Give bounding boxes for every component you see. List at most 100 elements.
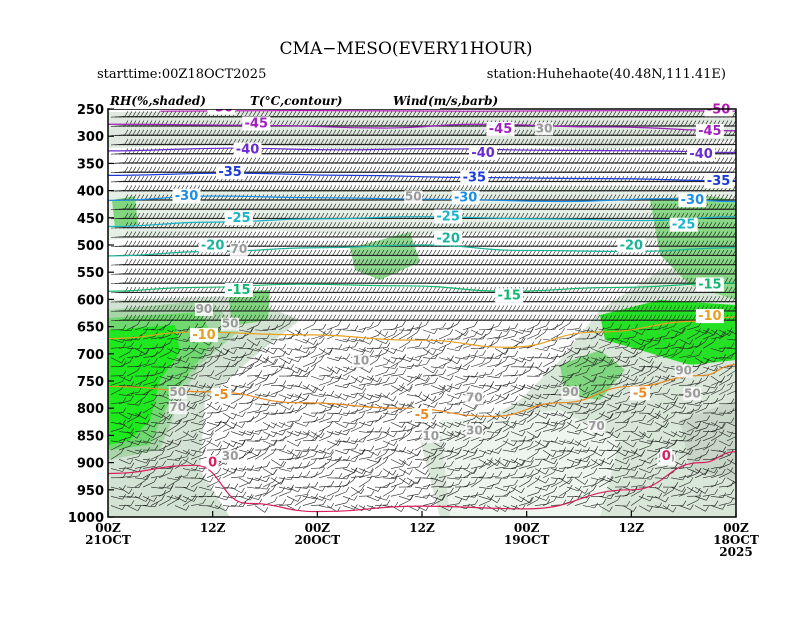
wind-barb-flag: [616, 120, 621, 126]
wind-barb-flag: [737, 130, 740, 135]
wind-barb-flag: [552, 120, 557, 126]
wind-barb-flag: [176, 111, 181, 117]
chart-title: CMA−MESO(EVERY1HOUR): [280, 39, 533, 59]
wind-barb-flag: [156, 138, 161, 145]
wind-barb-flag: [356, 111, 361, 117]
wind-barb-flag: [741, 139, 744, 144]
wind-barb-flag: [684, 138, 689, 145]
wind-barb-flag: [340, 148, 345, 154]
wind-barb-flag: [408, 111, 413, 117]
wind-barb-flag: [324, 138, 329, 145]
wind-barb-flag: [656, 111, 661, 117]
wind-barb-flag: [380, 111, 385, 117]
wind-barb-flag: [272, 138, 277, 145]
wind-barb-flag: [132, 138, 137, 145]
wind-barb-flag: [420, 120, 425, 126]
wind-barb-flag: [604, 129, 609, 135]
wind-barb-flag: [580, 120, 585, 126]
wind-barb-flag: [396, 111, 401, 117]
wind-barb-flag: [348, 138, 353, 145]
wind-barb: [730, 144, 736, 146]
wind-barb-flag: [436, 138, 441, 145]
wind-barb-flag: [741, 167, 744, 172]
wind-barb-flag: [300, 111, 305, 117]
wind-barb-flag: [620, 129, 625, 135]
wind-barb-flag: [220, 129, 225, 135]
wind-barb-flag: [544, 138, 549, 145]
wind-barb-flag: [520, 138, 525, 145]
wind-barb-flag: [480, 138, 485, 145]
wind-barb-flag: [568, 138, 573, 145]
wind-barb-flag: [372, 111, 377, 117]
wind-barb-flag: [512, 138, 517, 145]
wind-barb-flag: [688, 111, 693, 117]
wind-barb-flag: [520, 148, 525, 154]
wind-barb-flag: [428, 120, 433, 126]
wind-barb-flag: [152, 111, 157, 117]
wind-barb-flag: [316, 138, 321, 145]
wind-barb-flag: [636, 111, 641, 117]
wind-barb-flag: [672, 111, 677, 117]
wind-barb-flag: [144, 138, 149, 145]
wind-barb-flag: [688, 120, 693, 126]
wind-barb-flag: [288, 120, 293, 126]
wind-barb-flag: [684, 120, 689, 126]
wind-barb-flag: [324, 129, 329, 135]
wind-barb-flag: [444, 129, 449, 135]
wind-barb-flag: [352, 120, 357, 126]
wind-barb-flag: [232, 138, 237, 145]
wind-barb-flag: [708, 138, 713, 145]
wind-barb-flag: [468, 138, 473, 145]
wind-barb-flag: [652, 129, 657, 135]
wind-barb-flag: [636, 129, 641, 135]
wind-barb-flag: [424, 120, 429, 126]
wind-barb-flag: [656, 138, 661, 145]
wind-barb-flag: [600, 120, 605, 126]
wind-barb-flag: [208, 148, 213, 154]
wind-barb-flag: [745, 176, 748, 181]
wind-barb-flag: [560, 138, 565, 145]
wind-barb-flag: [192, 129, 197, 135]
wind-barb-flag: [356, 120, 361, 126]
wind-barb-flag: [332, 148, 337, 154]
wind-barb-flag: [676, 138, 681, 145]
wind-barb-flag: [568, 129, 573, 135]
wind-barb-flag: [540, 111, 545, 117]
wind-barb-flag: [592, 129, 597, 135]
wind-barb-flag: [496, 111, 501, 117]
wind-barb-flag: [328, 148, 333, 154]
wind-barb-flag: [340, 138, 345, 145]
wind-barb-flag: [624, 120, 629, 126]
wind-barb-flag: [416, 138, 421, 145]
wind-barb-flag: [360, 129, 365, 135]
wind-barb-flag: [236, 129, 241, 135]
wind-barb-flag: [328, 111, 333, 117]
wind-barb-flag: [528, 148, 533, 154]
wind-barb-flag: [745, 204, 748, 209]
wind-barb-flag: [352, 129, 357, 135]
wind-barb-flag: [520, 111, 525, 117]
wind-barb-flag: [356, 138, 361, 145]
wind-barb-flag: [588, 129, 593, 135]
wind-barb-flag: [268, 111, 273, 117]
wind-barb-flag: [716, 138, 721, 145]
wind-barb-flag: [388, 129, 393, 135]
wind-barb-flag: [684, 129, 689, 135]
wind-barb-flag: [216, 138, 221, 145]
wind-barb-flag: [476, 129, 481, 135]
wind-barb-flag: [552, 138, 557, 145]
wind-barb-flag: [516, 138, 521, 145]
wind-barb-flag: [128, 111, 133, 117]
wind-barb: [730, 116, 736, 118]
wind-barb-flag: [516, 129, 521, 135]
wind-barb-flag: [252, 111, 257, 117]
wind-barb-flag: [532, 120, 537, 126]
wind-barb-flag: [741, 204, 744, 209]
wind-barb-flag: [272, 129, 277, 135]
wind-barb-flag: [524, 148, 529, 154]
wind-barb-flag: [396, 138, 401, 145]
wind-barb-flag: [412, 138, 417, 145]
wind-barb-flag: [492, 138, 497, 145]
wind-barb-flag: [344, 120, 349, 126]
wind-barb-flag: [576, 138, 581, 145]
